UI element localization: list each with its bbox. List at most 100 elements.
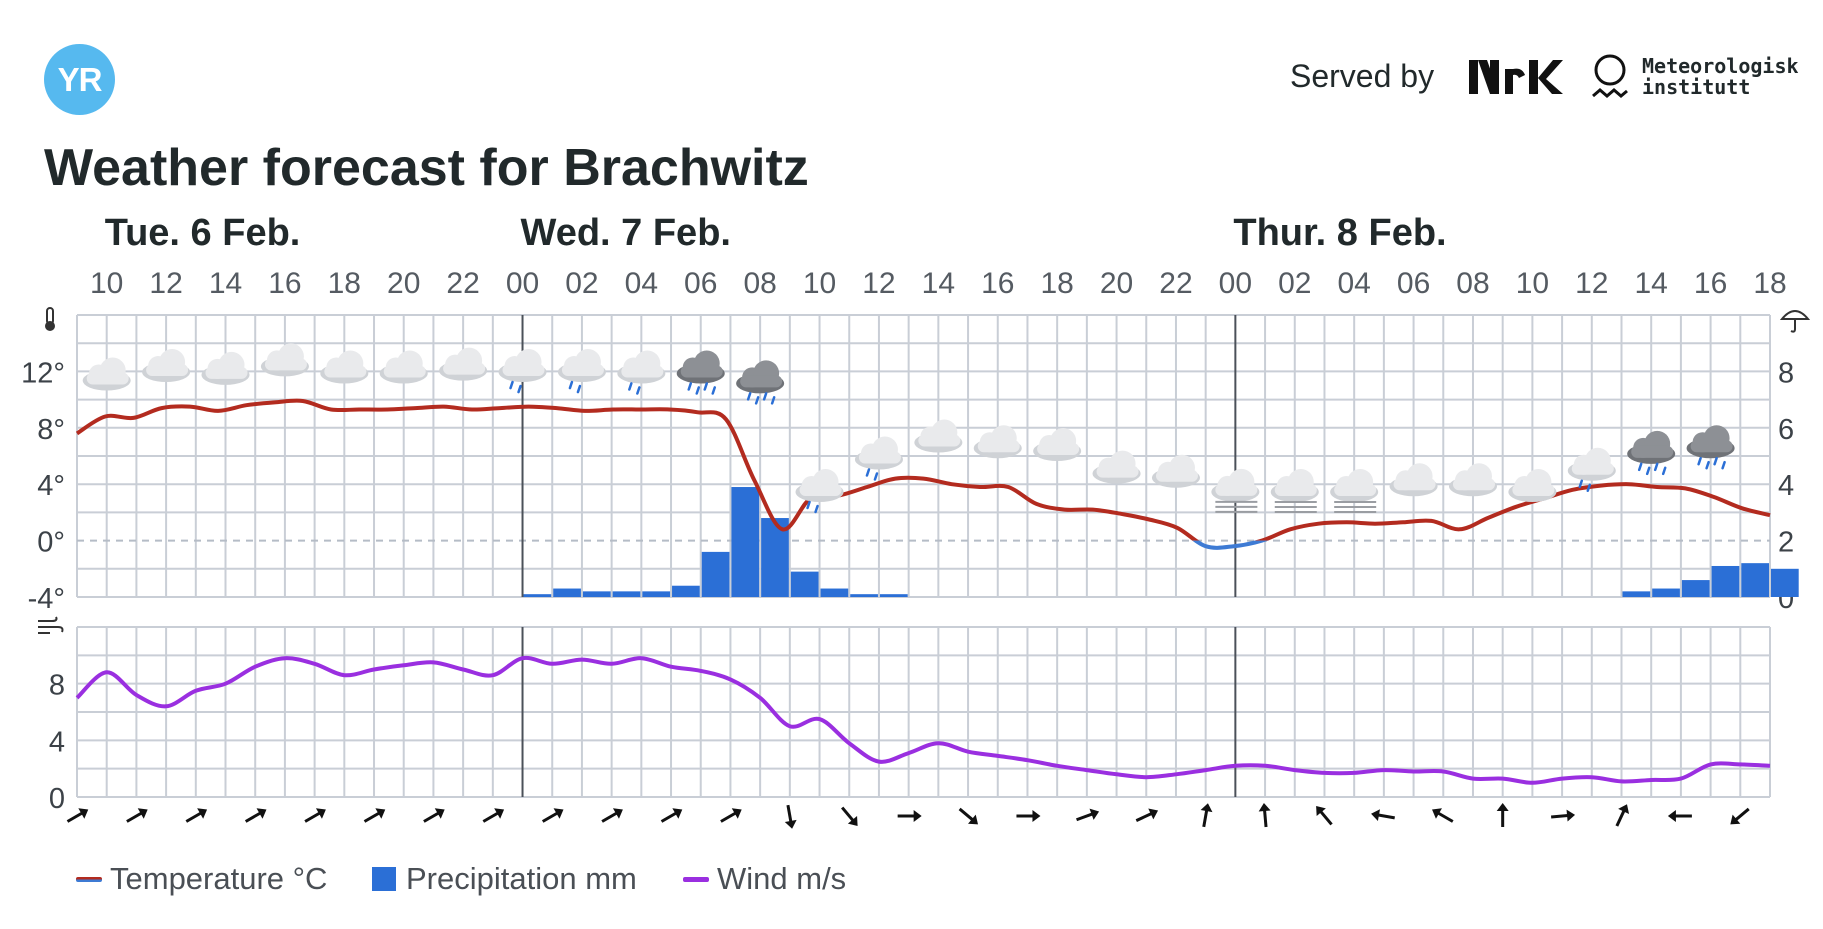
raindrop [687, 382, 692, 391]
cloud-base [443, 362, 486, 375]
weather-symbol-light-rain [498, 349, 547, 394]
cloud-base [1452, 478, 1495, 491]
nrk-logo[interactable] [1469, 58, 1563, 96]
temperature-line-below-zero [1192, 540, 1269, 550]
cloud-base [1631, 445, 1674, 458]
wind-direction-arrow [958, 807, 979, 825]
precipitation-bar [672, 585, 700, 597]
wind-direction-arrow [304, 808, 326, 823]
met-institutt-name: Meteorologisk institutt [1642, 56, 1799, 98]
legend-precipitation[interactable]: Precipitation mm [372, 861, 637, 896]
precipitation-bar [850, 594, 878, 597]
arrow-head [315, 808, 326, 819]
cloud-base [264, 358, 307, 371]
weather-symbol-cloudy [82, 357, 131, 391]
hour-tick-label: 06 [1397, 267, 1430, 300]
wind-direction-arrow [244, 808, 267, 823]
temperature-tick-label: -4° [28, 583, 65, 615]
hour-tick-label: 12 [862, 267, 895, 300]
weather-symbol-fog [1270, 469, 1319, 513]
cloud-base [977, 440, 1020, 453]
legend-temperature-label: Temperature °C [110, 861, 328, 896]
legend-wind-label: Wind m/s [717, 861, 847, 896]
hour-tick-label: 02 [1278, 267, 1311, 300]
weather-symbol-cloudy [260, 343, 309, 377]
cloud-base [1215, 483, 1258, 496]
cloud-base [1512, 484, 1555, 496]
weather-symbol-rain [736, 360, 785, 405]
raindrop [1637, 462, 1643, 472]
arrow-head [1432, 808, 1442, 819]
weather-symbol-cloudy [1389, 463, 1438, 497]
wind-direction-arrow [1135, 808, 1159, 823]
cloud-base [205, 366, 248, 379]
met-institutt-logo[interactable] [1590, 52, 1630, 104]
wind-direction-arrow [1615, 804, 1630, 827]
temperature-tick-label: 4° [37, 470, 65, 502]
precipitation-bar [1652, 588, 1680, 597]
arrow-head [731, 808, 742, 819]
arrow-head [434, 808, 445, 819]
raindrop [770, 396, 776, 405]
cloud-base [383, 365, 426, 378]
hour-tick-label: 12 [149, 267, 182, 300]
raindrop [703, 382, 708, 391]
raindrop [1578, 479, 1584, 489]
weather-symbol-cloudy [914, 419, 963, 453]
arrow-head [1667, 810, 1676, 822]
precipitation-bar [879, 594, 908, 597]
raindrop [1705, 460, 1710, 470]
raindrop [1645, 466, 1651, 476]
arrow-head [1371, 809, 1380, 822]
wind-tick-label: 8 [49, 670, 65, 702]
arrow-head [1566, 809, 1576, 822]
arrow-head [1618, 804, 1630, 815]
temperature-tick-label: 8° [37, 414, 65, 446]
hour-tick-label: 08 [1456, 267, 1489, 300]
page-title: Weather forecast for Brachwitz [44, 139, 809, 197]
weather-symbol-fog [1330, 469, 1379, 513]
legend-temperature[interactable]: Temperature °C [76, 861, 328, 896]
wind-direction-arrow [784, 804, 797, 829]
arrow-head [1200, 803, 1213, 813]
day-label: Wed. 7 Feb. [521, 212, 731, 254]
cloud-base [1690, 440, 1733, 453]
arrow-head [612, 808, 623, 819]
precipitation-bar [553, 588, 581, 597]
temperature-tick-label: 0° [37, 527, 65, 559]
cloud-base [918, 434, 961, 447]
cloud-base [858, 451, 901, 464]
legend-wind[interactable]: Wind m/s [683, 861, 847, 896]
weather-symbol-light-rain [795, 469, 844, 514]
weather-symbol-fog [1211, 468, 1260, 513]
weather-symbol-cloudy [379, 350, 428, 384]
hour-tick-label: 22 [1159, 267, 1192, 300]
hour-tick-label: 10 [1516, 267, 1549, 300]
arrow-head [78, 808, 89, 819]
hour-tick-label: 08 [743, 267, 776, 300]
weather-symbol-cloudy [1151, 454, 1200, 488]
legend-precipitation-label: Precipitation mm [406, 861, 637, 896]
precipitation-bar [612, 591, 641, 597]
weather-symbol-light-rain [557, 349, 606, 394]
hour-tick-label: 18 [1040, 267, 1073, 300]
hour-tick-label: 10 [90, 267, 123, 300]
precipitation-tick-label: 8 [1778, 357, 1794, 389]
hour-tick-label: 20 [1100, 267, 1133, 300]
weather-symbol-light-rain [854, 436, 903, 481]
arrow-head [197, 808, 208, 819]
arrow-head [784, 819, 797, 829]
wind-direction-arrow [1730, 807, 1750, 825]
hour-tick-label: 02 [565, 267, 598, 300]
cloud-base [1334, 484, 1377, 496]
raindrop [1713, 456, 1718, 466]
wind-direction-arrow [1200, 803, 1213, 828]
arrow-head [1032, 810, 1041, 822]
precipitation-bar [701, 551, 730, 597]
arrow-head [672, 808, 683, 819]
yr-logo[interactable]: YR [44, 44, 115, 115]
hour-tick-label: 16 [981, 267, 1014, 300]
raindrop [695, 386, 700, 395]
wind-direction-arrow [1076, 808, 1100, 822]
umbrella-icon [1779, 310, 1811, 333]
